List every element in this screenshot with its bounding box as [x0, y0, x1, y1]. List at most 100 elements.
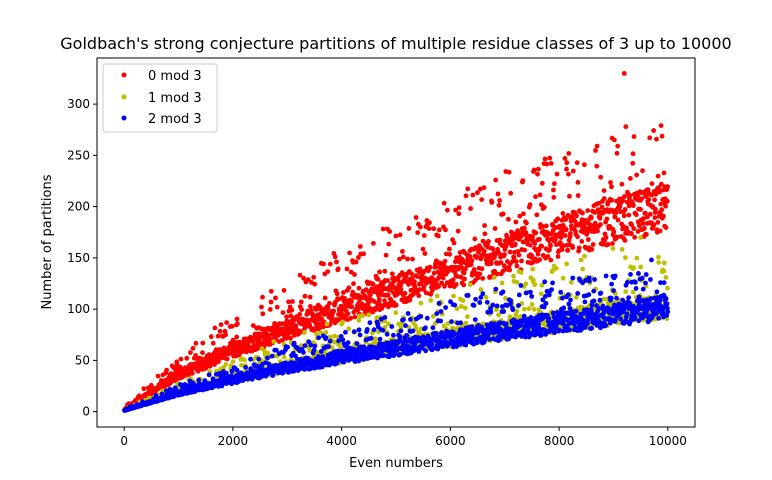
- data-point: [590, 242, 596, 247]
- data-point: [467, 282, 473, 288]
- data-point: [397, 232, 403, 238]
- data-point: [215, 333, 221, 339]
- data-point: [640, 221, 646, 227]
- data-point: [327, 300, 332, 306]
- data-point: [471, 267, 477, 272]
- data-point: [603, 273, 609, 279]
- data-point: [589, 325, 595, 331]
- data-point: [348, 315, 353, 321]
- data-point: [273, 295, 278, 301]
- data-point: [632, 234, 638, 240]
- data-point: [488, 309, 494, 315]
- data-point: [596, 200, 602, 206]
- data-point: [609, 281, 614, 287]
- data-point: [609, 197, 615, 203]
- data-point: [575, 193, 581, 198]
- data-point: [410, 256, 415, 262]
- data-point: [638, 264, 644, 270]
- data-point: [431, 270, 437, 276]
- data-point: [397, 334, 403, 340]
- data-point: [574, 160, 580, 166]
- data-point: [423, 290, 429, 296]
- data-point: [507, 267, 513, 273]
- data-point: [554, 171, 560, 177]
- data-point: [460, 298, 466, 303]
- data-point: [633, 212, 639, 218]
- data-point: [536, 166, 541, 172]
- data-point: [537, 257, 543, 263]
- data-point: [409, 275, 415, 281]
- data-point: [565, 292, 571, 298]
- data-point: [582, 299, 588, 305]
- data-point: [570, 168, 576, 174]
- data-point: [260, 311, 266, 317]
- data-point: [311, 274, 317, 280]
- data-point: [567, 327, 572, 333]
- data-point: [585, 230, 590, 235]
- data-point: [566, 171, 571, 177]
- data-point: [366, 300, 371, 306]
- data-point: [389, 324, 395, 329]
- data-point: [626, 212, 632, 218]
- data-point: [422, 251, 428, 256]
- data-point: [234, 334, 240, 340]
- data-point: [352, 314, 358, 320]
- data-point: [518, 283, 524, 288]
- data-point: [468, 206, 473, 211]
- data-point-max: [621, 71, 627, 76]
- data-point: [290, 299, 295, 304]
- data-point: [611, 229, 617, 235]
- data-point: [612, 137, 617, 143]
- data-point: [654, 136, 659, 142]
- data-point: [493, 177, 499, 183]
- data-point: [545, 254, 551, 259]
- data-point: [248, 356, 253, 362]
- data-point: [404, 333, 410, 338]
- data-point: [455, 274, 460, 279]
- data-point: [356, 285, 362, 291]
- data-point: [348, 269, 354, 275]
- data-point: [207, 363, 213, 369]
- data-point: [472, 317, 478, 322]
- data-point: [436, 227, 442, 233]
- data-point: [608, 180, 613, 185]
- data-point: [518, 270, 524, 275]
- data-point: [640, 168, 645, 174]
- data-point: [260, 294, 265, 300]
- data-point: [451, 293, 456, 299]
- data-point: [539, 180, 545, 186]
- data-point: [385, 278, 391, 283]
- data-point: [193, 353, 199, 358]
- data-point: [391, 332, 396, 338]
- data-point: [280, 310, 286, 315]
- series-0-points: [122, 71, 670, 412]
- data-point: [647, 135, 653, 141]
- data-point: [443, 227, 448, 233]
- data-point: [406, 282, 411, 287]
- data-point: [568, 231, 573, 236]
- data-point: [612, 273, 618, 279]
- data-point: [508, 190, 514, 196]
- data-point: [661, 260, 667, 266]
- data-point: [626, 295, 631, 301]
- data-point: [550, 280, 555, 286]
- data-point: [591, 298, 597, 304]
- data-point: [656, 315, 661, 321]
- data-point: [622, 238, 628, 243]
- data-point: [462, 276, 467, 282]
- data-point: [465, 314, 470, 319]
- data-point: [346, 326, 352, 332]
- data-point: [421, 284, 427, 289]
- data-point: [376, 297, 382, 302]
- data-point: [490, 302, 496, 308]
- data-point: [653, 206, 658, 212]
- data-point: [451, 240, 457, 246]
- data-point: [429, 342, 435, 347]
- data-point: [298, 299, 304, 305]
- data-point: [544, 161, 550, 167]
- data-point: [563, 217, 569, 222]
- data-point: [452, 302, 458, 308]
- data-point: [557, 240, 563, 245]
- data-point: [627, 193, 633, 198]
- data-point: [340, 319, 345, 325]
